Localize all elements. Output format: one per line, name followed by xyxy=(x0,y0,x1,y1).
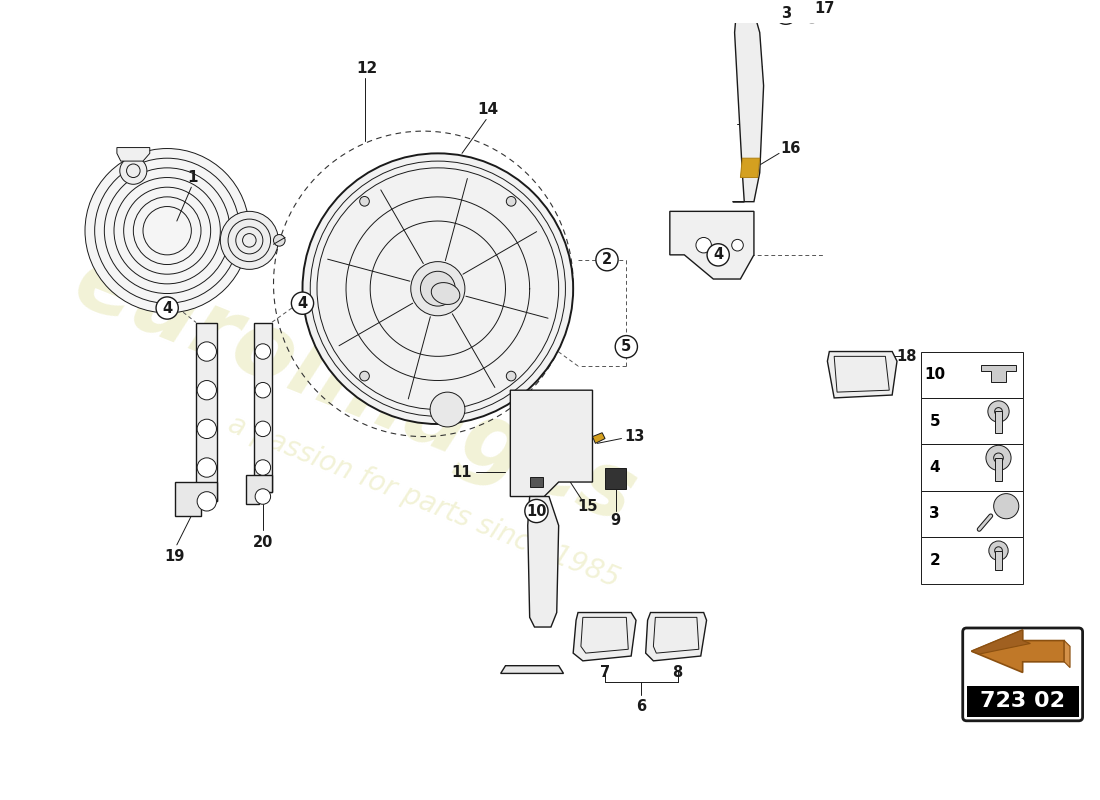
Circle shape xyxy=(85,149,250,313)
Text: 13: 13 xyxy=(624,429,645,444)
Circle shape xyxy=(360,197,370,206)
Text: 17: 17 xyxy=(814,1,835,16)
Text: a passion for parts since 1985: a passion for parts since 1985 xyxy=(223,410,623,593)
Text: 20: 20 xyxy=(253,535,273,550)
Circle shape xyxy=(255,489,271,504)
Polygon shape xyxy=(981,365,1016,382)
Polygon shape xyxy=(1064,641,1070,668)
Bar xyxy=(967,686,1079,717)
Text: 15: 15 xyxy=(578,498,598,514)
Bar xyxy=(921,351,1023,398)
Text: 2: 2 xyxy=(930,553,940,568)
Circle shape xyxy=(506,371,516,381)
Circle shape xyxy=(615,335,637,358)
Text: 723 02: 723 02 xyxy=(980,691,1065,711)
Polygon shape xyxy=(646,613,706,661)
Polygon shape xyxy=(733,0,763,202)
Text: 16: 16 xyxy=(781,141,801,156)
Circle shape xyxy=(596,249,618,271)
Text: 4: 4 xyxy=(930,460,940,475)
Circle shape xyxy=(197,381,217,400)
Text: 4: 4 xyxy=(162,301,173,315)
Circle shape xyxy=(156,297,178,319)
Text: 8: 8 xyxy=(672,665,683,680)
Text: 19: 19 xyxy=(165,549,185,564)
Circle shape xyxy=(774,2,796,24)
Circle shape xyxy=(120,158,147,184)
Circle shape xyxy=(732,239,744,251)
Polygon shape xyxy=(254,322,272,492)
Polygon shape xyxy=(528,497,559,627)
Bar xyxy=(921,537,1023,583)
Circle shape xyxy=(420,271,455,306)
Text: 2: 2 xyxy=(602,252,612,267)
Bar xyxy=(996,550,1002,570)
Polygon shape xyxy=(971,630,1031,654)
Polygon shape xyxy=(971,630,1064,673)
Text: 12: 12 xyxy=(356,61,378,76)
Circle shape xyxy=(274,234,285,246)
Circle shape xyxy=(197,419,217,438)
Bar xyxy=(921,444,1023,490)
Text: 11: 11 xyxy=(452,465,472,480)
Circle shape xyxy=(220,211,278,270)
Polygon shape xyxy=(117,147,150,161)
Circle shape xyxy=(506,197,516,206)
Polygon shape xyxy=(740,158,760,178)
Text: 14: 14 xyxy=(477,102,498,118)
FancyBboxPatch shape xyxy=(962,628,1082,721)
Circle shape xyxy=(302,154,573,424)
Ellipse shape xyxy=(431,282,460,305)
Polygon shape xyxy=(500,666,563,674)
Text: 10: 10 xyxy=(526,503,547,518)
Circle shape xyxy=(292,292,313,314)
Circle shape xyxy=(707,244,729,266)
Circle shape xyxy=(360,371,370,381)
Polygon shape xyxy=(827,351,896,398)
Polygon shape xyxy=(175,482,218,516)
Text: 3: 3 xyxy=(781,6,791,21)
Circle shape xyxy=(255,344,271,359)
Polygon shape xyxy=(510,390,593,497)
Text: 18: 18 xyxy=(896,349,917,364)
Text: euroimages: euroimages xyxy=(63,238,649,543)
Circle shape xyxy=(525,499,548,522)
Bar xyxy=(994,411,1002,433)
Circle shape xyxy=(410,262,465,316)
Circle shape xyxy=(255,460,271,475)
Circle shape xyxy=(988,401,1009,422)
Circle shape xyxy=(993,494,1019,518)
Circle shape xyxy=(255,421,271,437)
Circle shape xyxy=(197,492,217,511)
Bar xyxy=(921,398,1023,444)
Polygon shape xyxy=(530,477,543,487)
Circle shape xyxy=(802,3,822,23)
Text: 6: 6 xyxy=(636,698,646,714)
Text: 10: 10 xyxy=(924,367,945,382)
Bar xyxy=(994,458,1002,481)
Circle shape xyxy=(696,238,712,253)
Polygon shape xyxy=(670,211,754,279)
Circle shape xyxy=(197,342,217,361)
Text: 1: 1 xyxy=(187,170,198,185)
Text: 7: 7 xyxy=(600,665,610,680)
Circle shape xyxy=(255,382,271,398)
Circle shape xyxy=(989,541,1009,560)
Circle shape xyxy=(197,458,217,477)
Text: 5: 5 xyxy=(621,339,631,354)
Circle shape xyxy=(986,446,1011,470)
Polygon shape xyxy=(246,475,272,504)
Bar xyxy=(921,490,1023,537)
Text: 5: 5 xyxy=(930,414,940,429)
Polygon shape xyxy=(573,613,636,661)
Polygon shape xyxy=(196,322,218,502)
Polygon shape xyxy=(605,467,626,489)
Text: 9: 9 xyxy=(610,513,620,528)
Text: 4: 4 xyxy=(297,296,308,310)
Text: 3: 3 xyxy=(930,506,940,522)
Text: 4: 4 xyxy=(713,247,723,262)
Polygon shape xyxy=(593,433,605,443)
Circle shape xyxy=(430,392,465,427)
